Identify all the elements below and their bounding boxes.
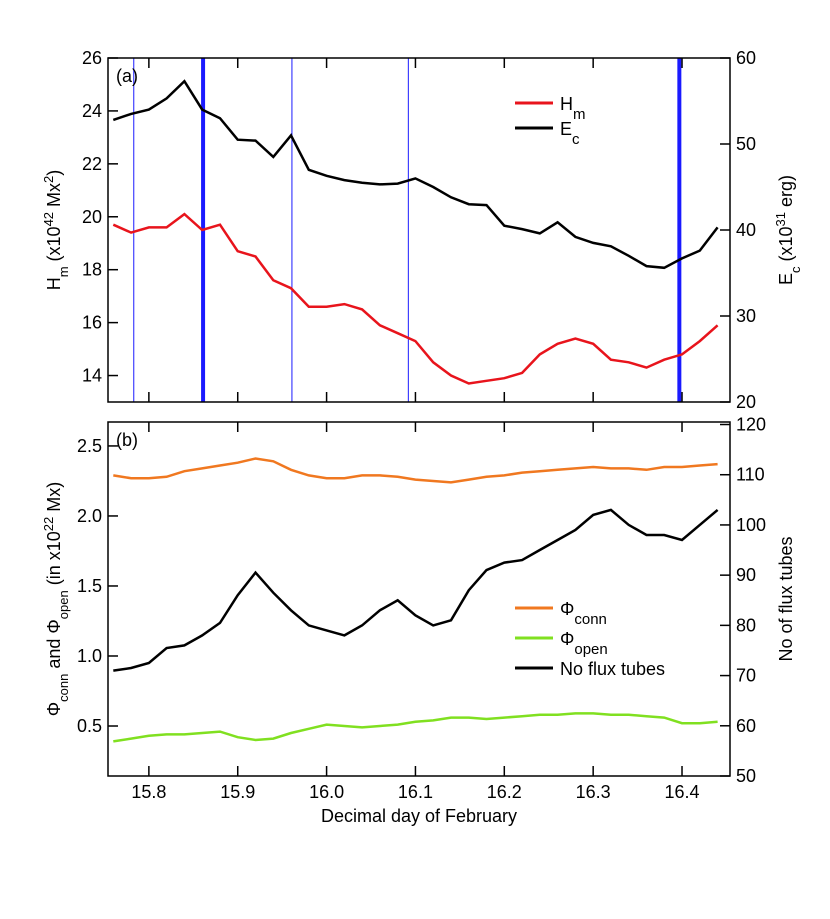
label-part: No of flux tubes <box>776 536 796 661</box>
label-part: c <box>788 266 803 273</box>
x-tick-label: 15.9 <box>220 782 255 802</box>
x-tick-label: 16.2 <box>487 782 522 802</box>
label-part: (x10 <box>44 226 64 266</box>
y2-tick-label: 120 <box>736 415 766 435</box>
series-line <box>112 212 719 385</box>
x-axis-label: Decimal day of February <box>321 806 517 826</box>
label-part: 42 <box>41 212 56 226</box>
legend-sub: m <box>573 106 586 123</box>
legend-label: Ec <box>560 119 580 148</box>
y-tick-label: 20 <box>82 207 102 227</box>
legend-sub: c <box>572 131 580 148</box>
label-part: Φ <box>44 702 64 716</box>
label-part: m <box>56 266 71 277</box>
label-part: 31 <box>773 212 788 226</box>
y2-axis-label: Ec (x1031 erg) <box>773 175 803 285</box>
y-axis-label: Hm (x1042 Mx2) <box>41 170 71 291</box>
x-tick-label: 15.8 <box>131 782 166 802</box>
y2-tick-label: 100 <box>736 515 766 535</box>
y-tick-label: 2.5 <box>77 436 102 456</box>
y2-tick-label: 30 <box>736 306 756 326</box>
legend-name: Φ <box>560 599 574 619</box>
legend-label: Φopen <box>560 629 608 658</box>
label-part: 2 <box>41 176 56 183</box>
x-tick-label: 16.3 <box>576 782 611 802</box>
y2-tick-label: 50 <box>736 766 756 786</box>
label-part: erg) <box>776 175 796 212</box>
y-tick-label: 1.5 <box>77 576 102 596</box>
y-axis-label: Φconn and Φopen (in x1022 Mx) <box>41 482 71 716</box>
y2-tick-label: 20 <box>736 392 756 412</box>
label-part: E <box>776 273 796 285</box>
x-tick-label: 16.4 <box>664 782 699 802</box>
y2-axis-label: No of flux tubes <box>776 536 796 661</box>
y2-tick-label: 60 <box>736 48 756 68</box>
legend-label: No flux tubes <box>560 659 665 679</box>
panel-label: (b) <box>116 430 138 450</box>
y2-tick-label: 40 <box>736 220 756 240</box>
legend-name: No flux tubes <box>560 659 665 679</box>
y2-tick-label: 60 <box>736 716 756 736</box>
series-line <box>113 457 718 484</box>
legend-name: E <box>560 119 572 139</box>
y2-tick-label: 90 <box>736 565 756 585</box>
label-part: conn <box>56 674 71 702</box>
legend-label: Φconn <box>560 599 607 628</box>
legend-sub: conn <box>574 611 607 628</box>
legend-sub: open <box>574 641 607 658</box>
series-line <box>112 79 719 270</box>
y-tick-label: 18 <box>82 260 102 280</box>
y-tick-label: 1.0 <box>77 646 102 666</box>
y2-tick-label: 80 <box>736 615 756 635</box>
label-part: Mx) <box>44 482 64 517</box>
label-part: ) <box>44 170 64 176</box>
legend-name: Φ <box>560 629 574 649</box>
series-line <box>113 508 719 672</box>
label-part: (in x10 <box>44 531 64 590</box>
y-tick-label: 14 <box>82 366 102 386</box>
label-part: 22 <box>41 517 56 531</box>
label-part: and Φ <box>44 619 64 673</box>
series-line <box>113 712 718 743</box>
plot-frame <box>107 421 731 777</box>
label-part: H <box>44 277 64 290</box>
y-tick-label: 16 <box>82 313 102 333</box>
legend-label: Hm <box>560 94 586 123</box>
y2-tick-label: 110 <box>736 465 765 485</box>
x-tick-label: 16.0 <box>309 782 344 802</box>
y-tick-label: 2.0 <box>77 506 102 526</box>
y2-tick-label: 50 <box>736 134 756 154</box>
y-tick-label: 0.5 <box>77 716 102 736</box>
y-tick-label: 26 <box>82 48 102 68</box>
y2-tick-label: 70 <box>736 666 756 686</box>
y-tick-label: 24 <box>82 101 102 121</box>
label-part: Mx <box>44 183 64 212</box>
label-part: (x10 <box>776 226 796 266</box>
label-part: open <box>56 590 71 619</box>
x-tick-label: 16.1 <box>398 782 433 802</box>
y-tick-label: 22 <box>82 154 102 174</box>
legend-name: H <box>560 94 573 114</box>
panel-label: (a) <box>116 66 138 86</box>
